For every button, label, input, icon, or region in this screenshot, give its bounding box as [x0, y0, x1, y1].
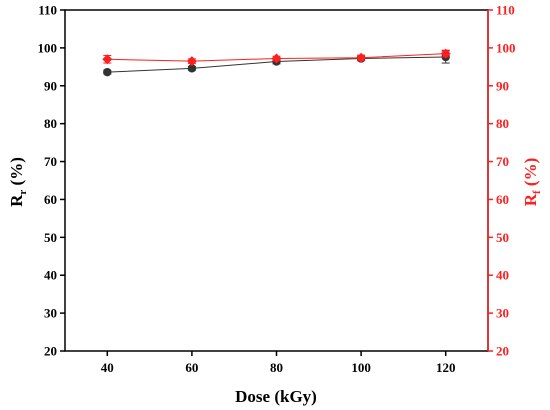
x-tick-label: 120 — [436, 360, 456, 375]
left-tick-label: 40 — [44, 268, 57, 283]
right-tick-label: 20 — [496, 344, 509, 359]
right-tick-label: 70 — [496, 154, 509, 169]
left-tick-label: 90 — [44, 78, 57, 93]
left-tick-label: 20 — [44, 344, 57, 359]
right-tick-label: 90 — [496, 78, 509, 93]
x-tick-label: 40 — [101, 360, 114, 375]
x-tick-label: 80 — [270, 360, 283, 375]
right-axis-ticks: 20 30 40 50 60 70 80 90 100 110 — [488, 3, 516, 359]
series-layer — [102, 48, 451, 77]
series-2 — [102, 48, 451, 67]
right-tick-label: 80 — [496, 116, 509, 131]
right-tick-label: 100 — [496, 40, 516, 55]
left-tick-label: 110 — [38, 3, 57, 18]
right-tick-label: 50 — [496, 230, 509, 245]
right-axis-title-main: R — [521, 193, 540, 206]
left-tick-label: 50 — [44, 230, 57, 245]
x-tick-label: 60 — [185, 360, 198, 375]
data-point — [186, 56, 197, 67]
left-axis-ticks: 20 30 40 50 60 70 80 90 100 110 — [38, 3, 65, 359]
right-axis-title-suffix: (%) — [521, 158, 540, 191]
right-axis-title: Rf (%) — [521, 158, 543, 207]
left-axis-title-sub: r — [17, 190, 29, 195]
right-tick-label: 110 — [496, 3, 515, 18]
left-tick-label: 70 — [44, 154, 57, 169]
x-axis-ticks: 40 60 80 100 120 — [101, 351, 456, 375]
data-point — [102, 54, 113, 65]
left-tick-label: 100 — [38, 40, 58, 55]
right-tick-label: 40 — [496, 268, 509, 283]
x-tick-label: 100 — [351, 360, 371, 375]
data-point — [187, 64, 197, 73]
data-point — [440, 48, 451, 59]
data-point — [103, 67, 112, 77]
left-axis-title: Rr (%) — [7, 157, 29, 207]
left-axis-title-suffix: (%) — [7, 157, 26, 190]
left-tick-label: 80 — [44, 116, 57, 131]
left-axis-title-main: R — [7, 194, 26, 207]
data-point — [356, 52, 367, 63]
data-point — [271, 53, 282, 64]
right-tick-label: 30 — [496, 306, 509, 321]
right-axis-title-sub: f — [531, 190, 543, 194]
x-axis-title: Dose (kGy) — [235, 387, 317, 406]
right-tick-label: 60 — [496, 192, 509, 207]
left-tick-label: 60 — [44, 192, 57, 207]
left-tick-label: 30 — [44, 306, 57, 321]
